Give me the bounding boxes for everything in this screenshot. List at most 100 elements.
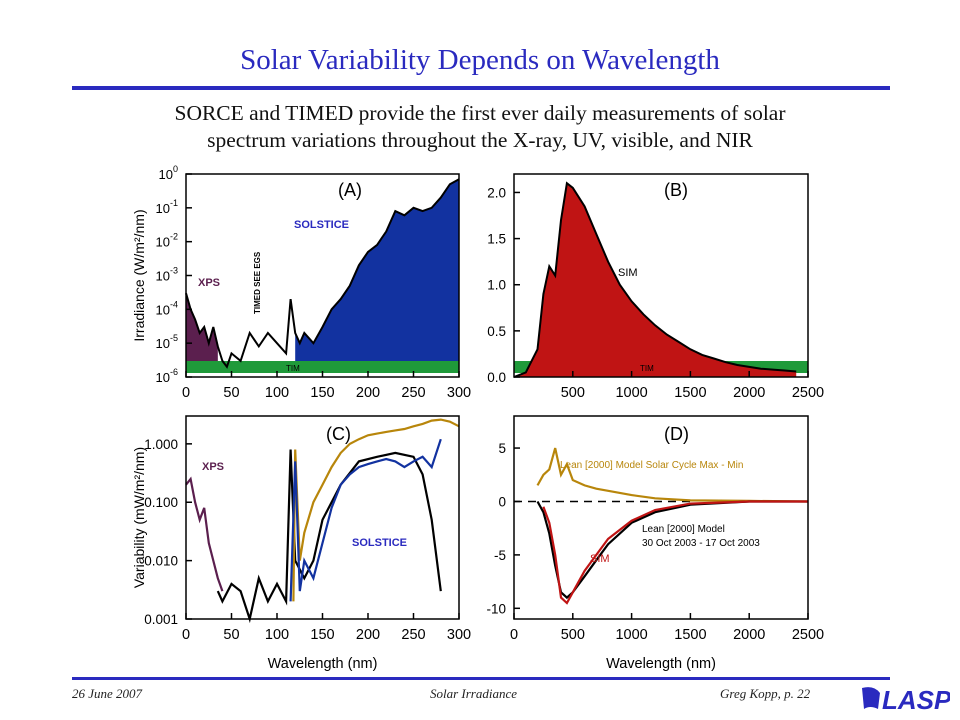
- panel-c-xtick-label: 0: [182, 627, 190, 643]
- panel-d-xtick-label: 1000: [615, 627, 647, 643]
- subtitle-line-1: SORCE and TIMED provide the first ever d…: [174, 101, 786, 125]
- panel-d-xtick-label: 1500: [674, 627, 706, 643]
- panel-b-xtick-label: 2000: [733, 385, 765, 401]
- panel-d-lean-label: Lean [2000] Model: [642, 524, 725, 535]
- subtitle-line-2: spectrum variations throughout the X-ray…: [207, 128, 753, 152]
- panel-a-ytick-label: 10-5: [156, 333, 178, 351]
- panel-d-ytick-label: -5: [494, 548, 506, 563]
- panel-b-xtick-label: 500: [561, 385, 585, 401]
- panel-b-ytick-label: 0.5: [487, 324, 506, 339]
- panel-d-frame: [513, 415, 809, 620]
- panel-d-ytick-label: -10: [486, 601, 506, 616]
- panel-d-series-sim: [542, 500, 808, 605]
- panel-a-tim-band: [186, 361, 459, 373]
- panel-d-series-lean-2000-model-solar-cycle-max-min: [536, 447, 809, 503]
- panel-c-series-black: [216, 449, 442, 624]
- panel-c-series-xps: [185, 476, 224, 592]
- panel-a-ytick-exp: 0: [173, 164, 178, 174]
- panel-c-ylabel: Variability (mW/m²/nm): [131, 447, 147, 588]
- panel-a-ytick-exp: -5: [170, 333, 178, 343]
- panel-a-xps-fill: [186, 293, 218, 361]
- slide-subtitle: SORCE and TIMED provide the first ever d…: [40, 100, 920, 154]
- panel-c-solstice-label: SOLSTICE: [352, 537, 407, 549]
- panel-a-ytick-label: 10-2: [156, 232, 178, 250]
- panel-a-ytick-exp: -1: [170, 198, 178, 208]
- panel-b-spectrum-line: [513, 181, 797, 378]
- panel-d-date-label: 30 Oct 2003 - 17 Oct 2003: [642, 538, 760, 549]
- panel-c-xtick-label: 200: [356, 627, 380, 643]
- panel-a-ytick-exp: -6: [170, 367, 178, 377]
- panel-c-series-solstice: [289, 438, 442, 602]
- footer-rule: [72, 677, 890, 680]
- logo-text: LASP: [882, 685, 950, 715]
- panel-a-xtick-label: 0: [182, 385, 190, 401]
- panel-a-ytick-label: 10-1: [156, 198, 178, 216]
- panel-a-xtick-label: 50: [223, 385, 239, 401]
- panel-a-solstice-fill: [295, 179, 459, 361]
- panel-d-label: (D): [664, 424, 689, 444]
- panel-a-ytick-label: 10-3: [156, 266, 178, 284]
- title-rule: [72, 86, 890, 90]
- panel-d-xtick-label: 2000: [733, 627, 765, 643]
- panel-d-xtick-label: 2500: [792, 627, 824, 643]
- panel-a-xtick-label: 300: [447, 385, 471, 401]
- panel-a-ytick-label: 10-4: [156, 299, 178, 317]
- panel-a-ytick-label: 100: [159, 164, 178, 182]
- panel-d-sim-label: SIM: [590, 553, 610, 565]
- panel-c-ytick-label: 0.010: [144, 554, 178, 569]
- footer-center: Solar Irradiance: [430, 686, 518, 701]
- panel-c-ytick-label: 0.001: [144, 612, 178, 627]
- panel-a-xps-label: XPS: [198, 277, 220, 289]
- panel-d-ytick-label: 5: [498, 441, 506, 456]
- panel-b-xtick-label: 2500: [792, 385, 824, 401]
- panel-b-sim-fill: [514, 183, 797, 377]
- panel-c-xps-label: XPS: [202, 461, 224, 473]
- panel-a-xtick-label: 200: [356, 385, 380, 401]
- panel-d-maxmin-label: Lean [2000] Model Solar Cycle Max - Min: [560, 460, 743, 471]
- panel-d-xlabel: Wavelength (nm): [606, 656, 716, 672]
- panel-c-xtick-label: 150: [310, 627, 334, 643]
- panel-c-label: (C): [326, 424, 351, 444]
- panel-a-ytick-label: 10-6: [156, 367, 178, 385]
- panel-b-tim-label: TIM: [640, 364, 654, 373]
- panel-c-ytick-label: 0.100: [144, 495, 178, 510]
- panel-b-ytick-label: 1.0: [487, 278, 506, 293]
- panel-c-series-gold: [292, 418, 460, 602]
- panel-c-ytick-label: 1.000: [144, 437, 178, 452]
- panel-a-ytick-exp: -2: [170, 232, 178, 242]
- panel-b-xtick-label: 1000: [615, 385, 647, 401]
- footer-date: 26 June 2007: [72, 686, 143, 701]
- lasp-logo: LASP: [860, 683, 952, 715]
- panel-b-ytick-label: 2.0: [487, 185, 506, 200]
- panel-c-xlabel: Wavelength (nm): [268, 656, 378, 672]
- panel-d-series-lean-2000-model: [536, 500, 808, 600]
- panel-b-sim-label: SIM: [618, 267, 638, 279]
- panel-a-tim-label: TIM: [286, 364, 300, 373]
- panel-c-xtick-label: 250: [401, 627, 425, 643]
- panel-a-ytick-exp: -4: [170, 299, 178, 309]
- panel-a-xtick-label: 150: [310, 385, 334, 401]
- lasp-logo-icon: LASP: [862, 685, 952, 715]
- panel-d-xtick-label: 0: [510, 627, 518, 643]
- panel-b-frame: [513, 173, 809, 378]
- panel-a-ytick-exp: -3: [170, 266, 178, 276]
- panel-a-xtick-label: 100: [265, 385, 289, 401]
- footer-page: Greg Kopp, p. 22: [720, 686, 811, 701]
- panel-b-ytick-label: 0.0: [487, 370, 506, 385]
- panel-b-label: (B): [664, 180, 688, 200]
- panel-d-xtick-label: 500: [561, 627, 585, 643]
- slide-title: Solar Variability Depends on Wavelength: [240, 44, 720, 76]
- panel-c-xtick-label: 50: [223, 627, 239, 643]
- panel-d-ytick-label: 0: [498, 494, 506, 509]
- panel-c-xtick-label: 100: [265, 627, 289, 643]
- panel-a-spectrum-line: [185, 178, 460, 369]
- panel-a-solstice-label: SOLSTICE: [294, 219, 349, 231]
- panel-a-label: (A): [338, 180, 362, 200]
- panel-a-ylabel: Irradiance (W/m²/nm): [131, 209, 147, 341]
- panel-b-ytick-label: 1.5: [487, 232, 506, 247]
- panel-a-xtick-label: 250: [401, 385, 425, 401]
- panel-c-xtick-label: 300: [447, 627, 471, 643]
- panel-b-xtick-label: 1500: [674, 385, 706, 401]
- panel-a-timed-label: TIMED SEE EGS: [253, 251, 262, 314]
